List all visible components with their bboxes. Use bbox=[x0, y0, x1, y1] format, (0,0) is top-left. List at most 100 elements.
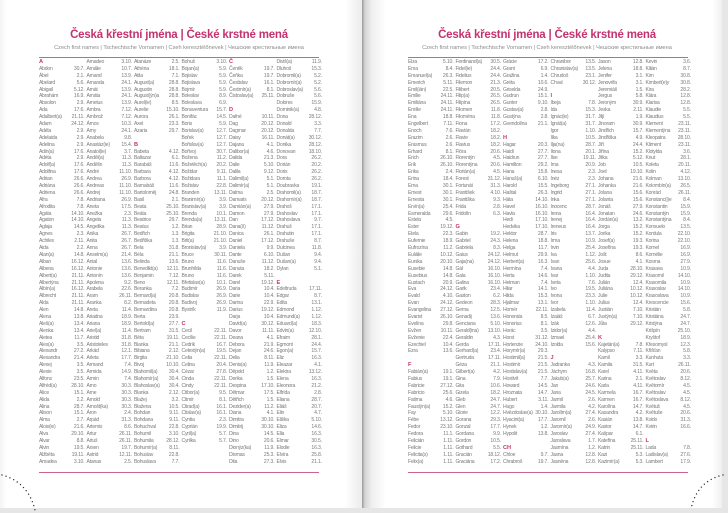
first-name: Daisy bbox=[229, 134, 241, 141]
name-day-date: 20.6. bbox=[490, 162, 501, 169]
first-name: Enoch bbox=[408, 127, 422, 134]
first-name: Atanáze bbox=[134, 59, 152, 65]
name-day-date: 9.9. bbox=[493, 431, 501, 438]
first-name: Donika bbox=[276, 141, 292, 148]
first-name: Fedora bbox=[408, 431, 423, 438]
name-entry: Kolin 4.12. bbox=[646, 169, 693, 176]
name-day-date: 25.11. bbox=[630, 444, 644, 451]
name-entry: Drahoslav 17.1. bbox=[277, 211, 324, 218]
name-entry: Bertram 31.5. bbox=[134, 328, 181, 335]
name-entry: Ignát(a) 31.7. bbox=[551, 121, 598, 128]
name-entry: Hugo 1.4. bbox=[503, 404, 550, 411]
name-day-date: 18.2. bbox=[490, 127, 501, 134]
name-entry: Kasián 13.8. bbox=[598, 417, 645, 424]
first-name: František bbox=[455, 189, 475, 196]
first-name: Jorika bbox=[598, 231, 611, 238]
name-day-date: 5.8. bbox=[683, 307, 691, 314]
first-name: Borislav(a) bbox=[181, 127, 204, 134]
name-entry: Katrin 25.11. bbox=[598, 445, 645, 452]
first-name: Irena bbox=[550, 210, 562, 217]
name-day-date: 3.5. bbox=[76, 341, 85, 348]
name-entry: Donalda 7.7. bbox=[277, 128, 324, 135]
name-entry: Boris 5.9. bbox=[182, 121, 229, 128]
name-column: Chranibor 13.5. Chranislav(a) 13.5. Chrudoš 2… bbox=[551, 59, 598, 466]
name-entry: Iva 1.12. bbox=[551, 252, 598, 259]
name-entry: Božidar 9.11. bbox=[182, 169, 229, 176]
first-name: Galina bbox=[455, 279, 470, 286]
name-entry: Ambrož 7.12. bbox=[87, 114, 134, 121]
name-entry: Aristoteles 31.8. bbox=[87, 342, 134, 349]
name-entry: Emanuel(a) 26.3. bbox=[408, 73, 455, 80]
first-name: Konsuelo bbox=[645, 224, 666, 231]
first-name: Evženie bbox=[408, 334, 425, 341]
name-entry: Chrabroš 19.7. bbox=[503, 459, 550, 466]
first-name: Derika bbox=[229, 375, 243, 382]
first-name: Bohdana bbox=[134, 417, 153, 424]
name-day-date: 11.9. bbox=[216, 307, 227, 314]
name-day-date: 1.11. bbox=[443, 437, 454, 444]
name-day-date: 18.2. bbox=[263, 265, 275, 272]
name-day-date: 27.9. bbox=[632, 203, 644, 210]
first-name: Adéla bbox=[39, 127, 51, 134]
name-day-date: 30.9. bbox=[632, 121, 644, 128]
first-name: Danuše bbox=[229, 258, 246, 265]
first-name: Grant bbox=[503, 65, 515, 72]
first-name: Dětmar bbox=[229, 389, 245, 396]
name-column: Amadeo 3.10. Amálie 10.7. Amand 13.9. Amanda 24… bbox=[87, 59, 134, 466]
name-day-date: 12.4. bbox=[632, 279, 644, 286]
first-name: Blahoslav(a) bbox=[134, 382, 160, 389]
name-day-date: 8.11. bbox=[169, 444, 180, 451]
name-column: Elza 5.10. Ema 8.4. Emanuel(a) 26.3. Emerich 5.… bbox=[408, 59, 455, 466]
name-entry: Bianka 21.1. bbox=[134, 342, 181, 349]
blank-row bbox=[503, 438, 550, 445]
name-entry: Alena 13.8. bbox=[39, 314, 86, 321]
first-name: Geraldin bbox=[455, 334, 474, 341]
name-day-date: 3.3. bbox=[683, 355, 691, 362]
name-day-date: 17.5. bbox=[121, 203, 132, 210]
name-entry: Gema 12.5. bbox=[456, 307, 503, 314]
first-name: Honorata bbox=[503, 313, 523, 320]
first-name: Dalimír(a) bbox=[229, 183, 250, 190]
first-name: Ladislav(a) bbox=[645, 451, 669, 458]
name-day-date: 10.11. bbox=[261, 114, 275, 121]
first-name: Debora bbox=[229, 341, 245, 348]
first-name: Izolda bbox=[550, 341, 564, 348]
name-entry: Fay 5.10. bbox=[408, 410, 455, 417]
name-entry: Krasoslav 14.10. bbox=[646, 286, 693, 293]
name-entry: Fidelius 24.4. bbox=[456, 73, 503, 80]
first-name: Kateřina bbox=[598, 437, 616, 444]
first-name: Karina bbox=[598, 375, 612, 382]
name-day-date: 3.2. bbox=[171, 396, 180, 403]
name-entry: Alex(a) 3.5. bbox=[39, 342, 86, 349]
first-name: Deana bbox=[229, 334, 243, 341]
blank-row bbox=[277, 273, 324, 280]
name-day-date: 16.3. bbox=[311, 444, 322, 451]
name-day-date: 12.7. bbox=[216, 127, 227, 134]
name-day-date: 6.10. bbox=[263, 251, 275, 258]
name-day-date: 26.9. bbox=[216, 286, 227, 293]
name-day-date: 17.5. bbox=[263, 389, 275, 396]
first-name: Karolína bbox=[598, 403, 616, 410]
name-entry: Honorius 8.1. bbox=[503, 321, 550, 328]
name-day-date: 16.6. bbox=[680, 424, 691, 431]
first-name: Ester bbox=[408, 224, 419, 231]
name-day-date: 9.7. bbox=[540, 451, 549, 458]
name-day-date: 5.10. bbox=[442, 410, 454, 417]
name-entry: Gustav(a) 2.8. bbox=[503, 107, 550, 114]
name-entry: Felix(a) 1.11. bbox=[408, 459, 455, 466]
name-entry: Ivona 23.3. bbox=[551, 293, 598, 300]
first-name: Gražina bbox=[503, 72, 520, 79]
name-day-date: 27.4. bbox=[585, 431, 596, 438]
name-day-date: 12.7. bbox=[216, 134, 227, 141]
name-entry: Fabricie 27.12. bbox=[408, 383, 455, 390]
first-name: Elvíra bbox=[276, 451, 289, 458]
name-entry: Daniel 17.12. bbox=[229, 238, 276, 245]
name-day-date: 5.12. bbox=[632, 155, 644, 162]
name-day-date: 17.11. bbox=[488, 341, 501, 348]
name-entry: Gedeon 28.3. bbox=[456, 300, 503, 307]
name-entry: Evan 24.12. bbox=[408, 300, 455, 307]
first-name: Čeňka bbox=[229, 72, 243, 79]
name-entry: Kajetán(a) 7.8. bbox=[598, 342, 645, 349]
name-day-date: 2.12. bbox=[168, 348, 180, 355]
name-entry: Donika 28.12. bbox=[277, 142, 324, 149]
